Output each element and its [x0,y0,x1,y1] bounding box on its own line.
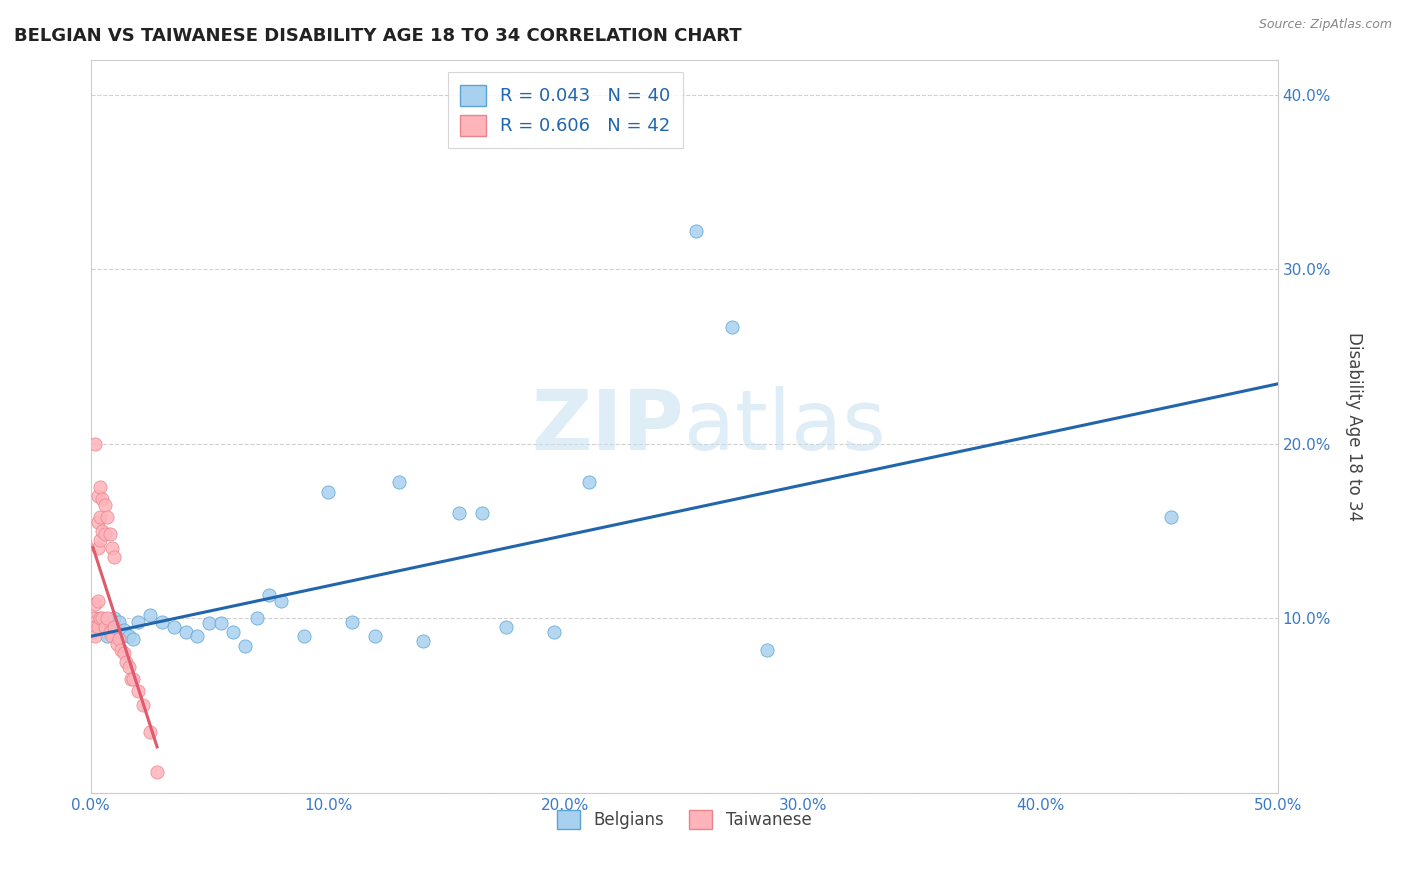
Point [103,620,125,634]
Point [82,625,104,640]
Point [471,507,494,521]
Point [84,436,107,450]
Point [364,629,387,643]
Legend: Belgians, Taiwanese: Belgians, Taiwanese [550,803,818,836]
Point [89,615,111,629]
Point [84,620,107,634]
Point [174,625,197,640]
Point [257,589,280,603]
Point [222,625,245,640]
Point [87,541,110,556]
Point [82,616,104,631]
Point [198,616,221,631]
Text: Source: ZipAtlas.com: Source: ZipAtlas.com [1258,18,1392,31]
Point [340,615,363,629]
Point [91,492,114,507]
Point [89,480,111,494]
Point [96,629,118,643]
Point [94,527,117,541]
Point [117,660,139,674]
Point [120,672,142,686]
Point [108,632,131,646]
Point [139,724,162,739]
Point [84,611,107,625]
Point [117,629,139,643]
Point [82,611,104,625]
Point [209,616,232,631]
Point [89,533,111,547]
Point [127,684,149,698]
Point [94,498,117,512]
Point [103,611,125,625]
Point [139,607,162,622]
Point [108,615,131,629]
Point [87,620,110,634]
Point [412,633,434,648]
Point [163,620,186,634]
Text: atlas: atlas [685,385,886,467]
Point [543,625,565,640]
Point [96,509,118,524]
Point [91,620,114,634]
Point [87,593,110,607]
Point [122,672,145,686]
Point [233,639,256,653]
Text: ZIP: ZIP [531,385,685,467]
Point [110,642,132,657]
Text: BELGIAN VS TAIWANESE DISABILITY AGE 18 TO 34 CORRELATION CHART: BELGIAN VS TAIWANESE DISABILITY AGE 18 T… [14,27,742,45]
Point [98,527,121,541]
Point [94,625,117,640]
Point [150,615,173,629]
Point [87,489,110,503]
Point [98,620,121,634]
Point [127,615,149,629]
Point [756,642,779,657]
Point [98,625,121,640]
Point [495,620,517,634]
Point [1160,509,1182,524]
Point [101,625,124,640]
Point [112,646,135,660]
Point [101,629,124,643]
Point [89,611,111,625]
Point [89,509,111,524]
Point [96,611,118,625]
Point [316,485,339,500]
Point [146,764,169,779]
Point [578,475,600,489]
Point [292,629,315,643]
Point [91,524,114,538]
Point [84,629,107,643]
Point [388,475,411,489]
Point [132,698,155,713]
Point [87,515,110,529]
Point [84,597,107,611]
Point [115,655,138,669]
Point [91,611,114,625]
Y-axis label: Disability Age 18 to 34: Disability Age 18 to 34 [1346,332,1362,521]
Point [105,637,128,651]
Point [685,224,707,238]
Point [101,541,124,556]
Point [186,629,208,643]
Point [270,593,292,607]
Point [447,507,470,521]
Point [246,611,269,625]
Point [103,549,125,564]
Point [122,632,145,646]
Point [94,620,117,634]
Point [112,624,135,638]
Point [720,319,742,334]
